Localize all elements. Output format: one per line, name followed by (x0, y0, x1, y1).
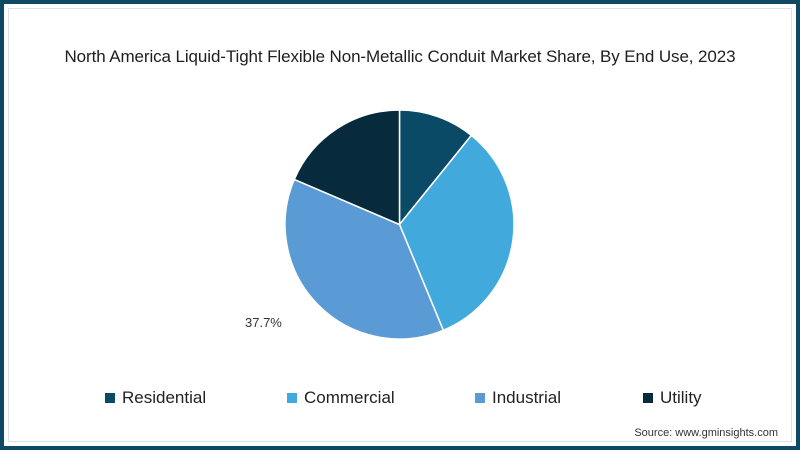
legend-swatch-utility-icon (643, 393, 653, 403)
legend-item-industrial[interactable]: Industrial (475, 388, 561, 408)
pie-slice-residential[interactable] (398, 109, 473, 226)
legend-label: Commercial (304, 388, 395, 407)
legend-label: Industrial (492, 388, 561, 407)
source-attribution: Source: www.gminsights.com (634, 427, 778, 439)
data-label-industrial: 37.7% (245, 315, 282, 330)
legend-swatch-commercial-icon (287, 393, 297, 403)
legend-item-utility[interactable]: Utility (643, 388, 702, 408)
pie-slice-commercial[interactable] (398, 134, 515, 332)
chart-legend: Residential Commercial Industrial Utilit… (0, 388, 800, 410)
legend-swatch-industrial-icon (475, 393, 485, 403)
legend-item-commercial[interactable]: Commercial (287, 388, 395, 408)
legend-label: Residential (122, 388, 207, 407)
pie-slice-industrial[interactable] (284, 178, 445, 340)
chart-title: North America Liquid-Tight Flexible Non-… (64, 47, 736, 66)
legend-item-residential[interactable]: Residential (105, 388, 206, 408)
pie-slice-utility[interactable] (293, 109, 401, 226)
legend-label: Utility (660, 388, 702, 407)
legend-swatch-residential-icon (105, 393, 115, 403)
